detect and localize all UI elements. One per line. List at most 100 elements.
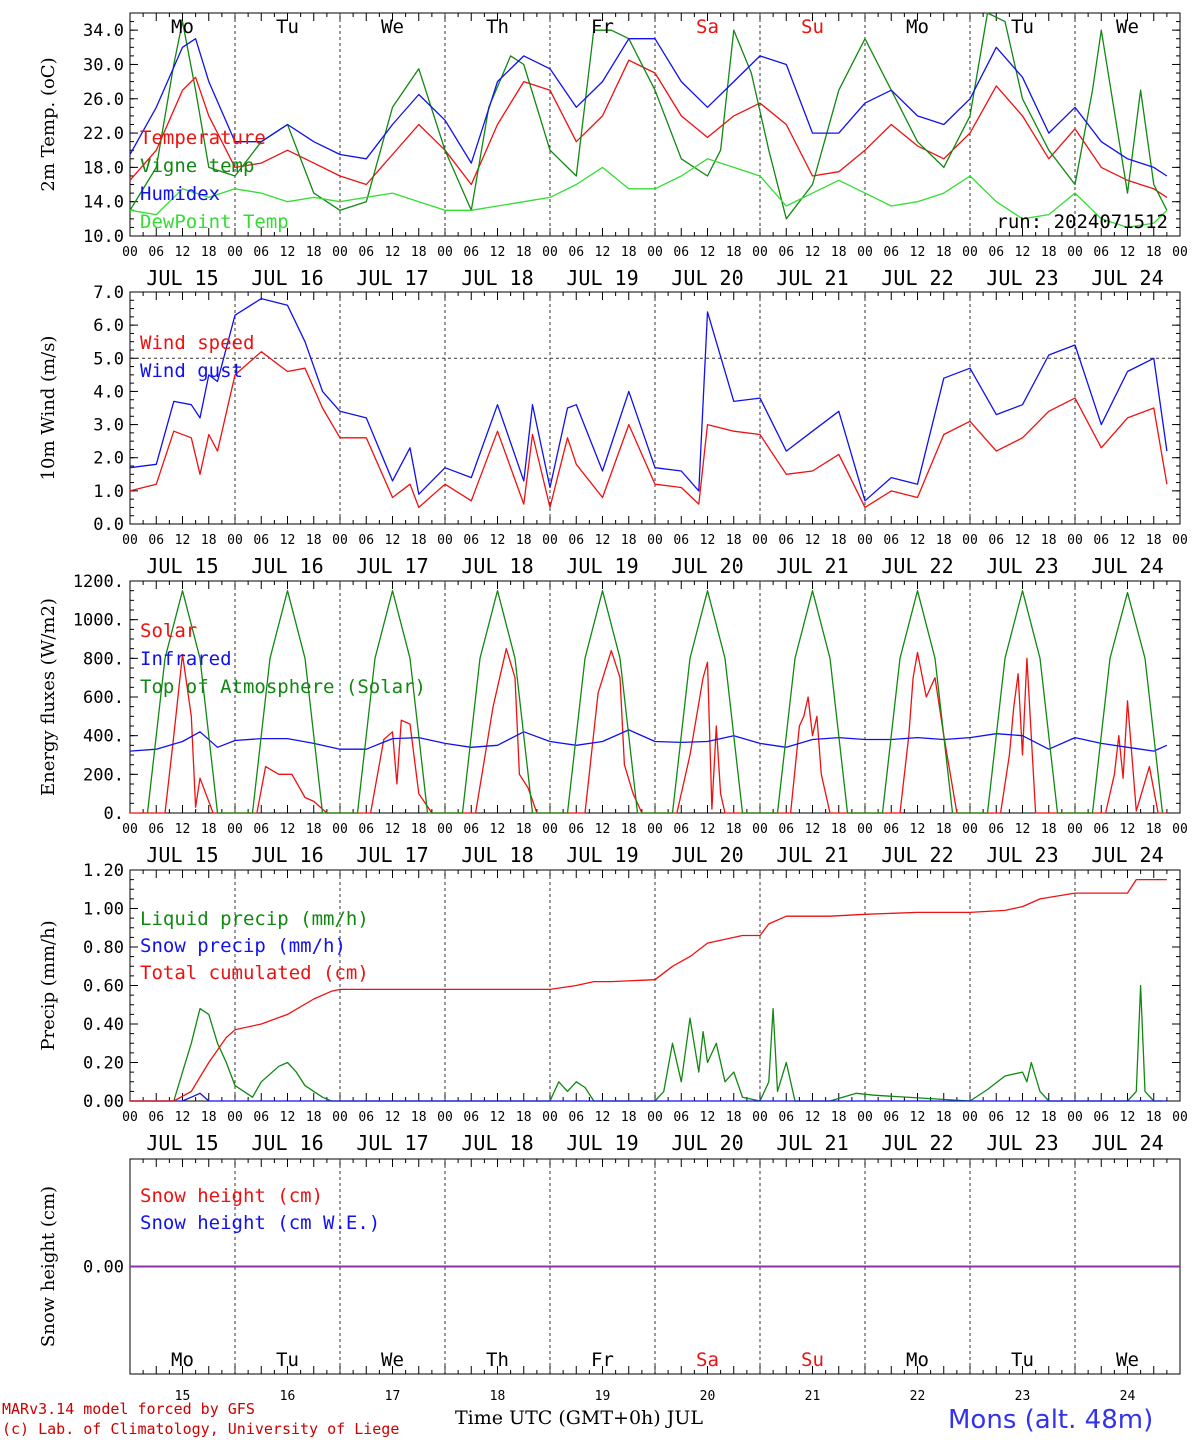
hour-label: 18: [831, 1110, 847, 1125]
hour-label: 00: [227, 533, 243, 548]
hour-label: 00: [647, 1110, 663, 1125]
hour-label: 12: [1120, 822, 1136, 837]
hour-label: 06: [988, 245, 1004, 260]
hour-label: 06: [1093, 245, 1109, 260]
hour-label: 06: [1093, 822, 1109, 837]
hour-label: 18: [726, 245, 742, 260]
hour-label: 00: [542, 533, 558, 548]
y-tick-label: 0.40: [83, 1015, 124, 1035]
series-line-2: [129, 729, 1168, 752]
hour-label: 06: [673, 245, 689, 260]
hour-label: 06: [568, 1110, 584, 1125]
y-tick-label: 5.0: [93, 349, 124, 369]
hour-label: 00: [332, 822, 348, 837]
series-line-1: [130, 648, 1167, 814]
hour-label: 12: [700, 1110, 716, 1125]
hour-label: 06: [883, 245, 899, 260]
hour-label: 00: [227, 245, 243, 260]
y-tick-label: 7.0: [93, 283, 124, 303]
hour-label: 12: [700, 245, 716, 260]
hour-label: 06: [568, 245, 584, 260]
panel-4: 0.00 0.20 0.40 0.60 0.80 1.00 1.20 Precip (mm/h…: [38, 861, 1188, 1155]
date-label: JUL 23: [986, 266, 1058, 290]
date-label: JUL 17: [356, 843, 428, 867]
hour-label: 00: [752, 245, 768, 260]
hour-label: 12: [1015, 245, 1031, 260]
hour-label: 18: [831, 822, 847, 837]
date-label: JUL 20: [671, 266, 743, 290]
date-label: JUL 18: [461, 266, 533, 290]
hour-label: 06: [988, 822, 1004, 837]
hour-label: 06: [883, 1110, 899, 1125]
legend-entry: Wind speed: [140, 332, 254, 354]
hour-label: 12: [595, 1110, 611, 1125]
hour-label: 18: [621, 822, 637, 837]
hour-label: 00: [437, 822, 453, 837]
hour-label: 06: [883, 533, 899, 548]
date-label: JUL 16: [251, 554, 323, 578]
hour-label: 06: [568, 822, 584, 837]
day-label: Mo: [171, 1349, 194, 1371]
series-line-3: [129, 38, 1168, 177]
y-axis-label: 10m Wind (m/s): [38, 336, 59, 481]
hour-label: 18: [516, 822, 532, 837]
day-number: 21: [805, 1389, 821, 1404]
hour-label: 12: [280, 245, 296, 260]
hour-label: 18: [201, 245, 217, 260]
date-label: JUL 16: [251, 1131, 323, 1155]
hour-label: 12: [280, 822, 296, 837]
hour-label: 12: [700, 533, 716, 548]
hour-label: 06: [463, 245, 479, 260]
legend-entry: Solar: [140, 620, 197, 642]
hour-label: 18: [936, 1110, 952, 1125]
date-label: JUL 24: [1091, 843, 1163, 867]
date-label: JUL 17: [356, 554, 428, 578]
panel-3: 0. 200. 400. 600. 800. 1000. 1200. Energy fluxe…: [38, 572, 1188, 867]
hour-label: 18: [936, 822, 952, 837]
hour-label: 18: [411, 245, 427, 260]
hour-label: 18: [726, 822, 742, 837]
series-line-2: [130, 1092, 1167, 1102]
hour-label: 06: [778, 533, 794, 548]
hour-label: 00: [227, 1110, 243, 1125]
hour-label: 18: [201, 533, 217, 548]
y-tick-label: 2.0: [93, 449, 124, 469]
hour-label: 06: [1093, 533, 1109, 548]
date-label: JUL 22: [881, 1131, 953, 1155]
hour-label: 00: [752, 822, 768, 837]
hour-label: 18: [306, 245, 322, 260]
series-line-1: [129, 351, 1168, 509]
hour-label: 12: [805, 245, 821, 260]
hour-label: 00: [542, 1110, 558, 1125]
date-label: JUL 18: [461, 1131, 533, 1155]
y-tick-label: 14.0: [83, 193, 124, 213]
y-tick-label: 18.0: [83, 158, 124, 178]
hour-label: 18: [936, 533, 952, 548]
hour-label: 00: [647, 822, 663, 837]
hour-label: 06: [1093, 1110, 1109, 1125]
hour-label: 12: [910, 533, 926, 548]
hour-label: 18: [936, 245, 952, 260]
hour-label: 00: [332, 533, 348, 548]
hour-label: 18: [306, 533, 322, 548]
date-label: JUL 19: [566, 554, 638, 578]
hour-label: 18: [201, 822, 217, 837]
day-label: Tu: [1011, 1349, 1034, 1371]
hour-label: 06: [778, 822, 794, 837]
legend-entry: Top of Atmosphere (Solar): [140, 676, 426, 698]
hour-label: 12: [280, 1110, 296, 1125]
hour-label: 12: [595, 533, 611, 548]
y-tick-label: 0.00: [83, 1092, 124, 1112]
hour-label: 18: [516, 533, 532, 548]
y-tick-label: 1.0: [93, 482, 124, 502]
hour-label: 00: [1067, 533, 1083, 548]
hour-label: 00: [962, 822, 978, 837]
y-tick-label: 0.00: [83, 1258, 124, 1278]
day-label: Sa: [696, 1349, 719, 1371]
hour-label: 18: [1041, 822, 1057, 837]
hour-label: 00: [857, 1110, 873, 1125]
date-label: JUL 15: [146, 266, 218, 290]
hour-label: 12: [1120, 1110, 1136, 1125]
hour-label: 06: [253, 245, 269, 260]
date-label: JUL 21: [776, 266, 848, 290]
